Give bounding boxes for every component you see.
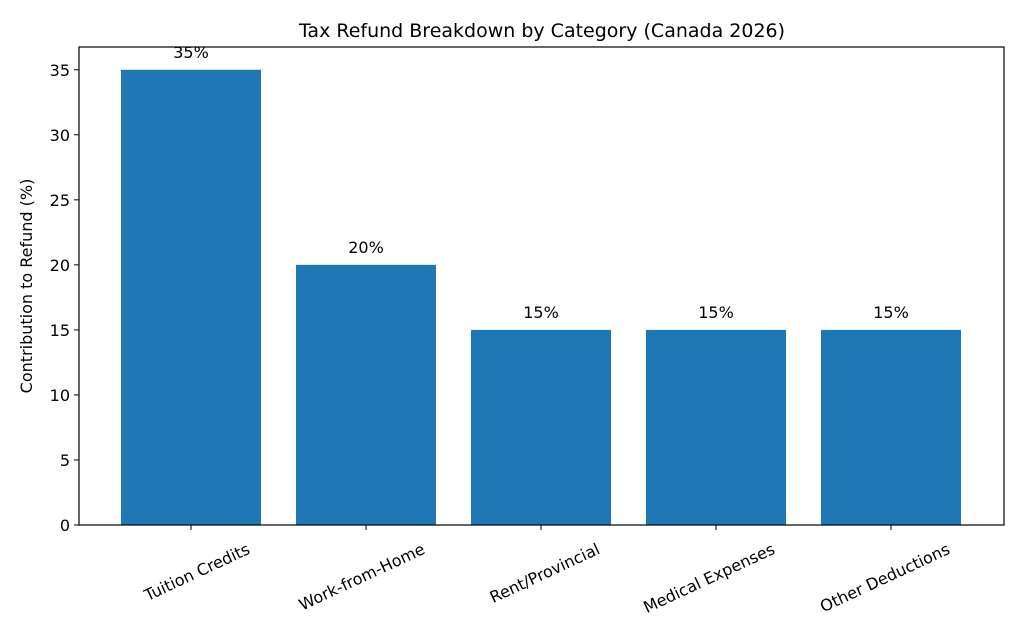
bar [296, 264, 436, 525]
y-tick-label: 0 [60, 516, 70, 535]
y-tick-label: 20 [50, 256, 70, 275]
chart-title: Tax Refund Breakdown by Category (Canada… [298, 20, 785, 42]
y-tick-label: 10 [50, 386, 70, 405]
value-label: 15% [523, 303, 559, 322]
bar [646, 329, 786, 525]
y-tick-label: 5 [60, 451, 70, 470]
y-tick-label: 15 [50, 321, 70, 340]
y-axis-label: Contribution to Refund (%) [17, 179, 36, 394]
bar [121, 69, 261, 525]
value-label: 35% [173, 43, 209, 62]
bar [471, 329, 611, 525]
y-tick-label: 35 [50, 61, 70, 80]
value-label: 15% [698, 303, 734, 322]
y-tick-label: 25 [50, 191, 70, 210]
value-label: 20% [348, 238, 384, 257]
value-label: 15% [873, 303, 909, 322]
plot-frame [78, 46, 1005, 526]
bar [821, 329, 961, 525]
y-tick-label: 30 [50, 126, 70, 145]
